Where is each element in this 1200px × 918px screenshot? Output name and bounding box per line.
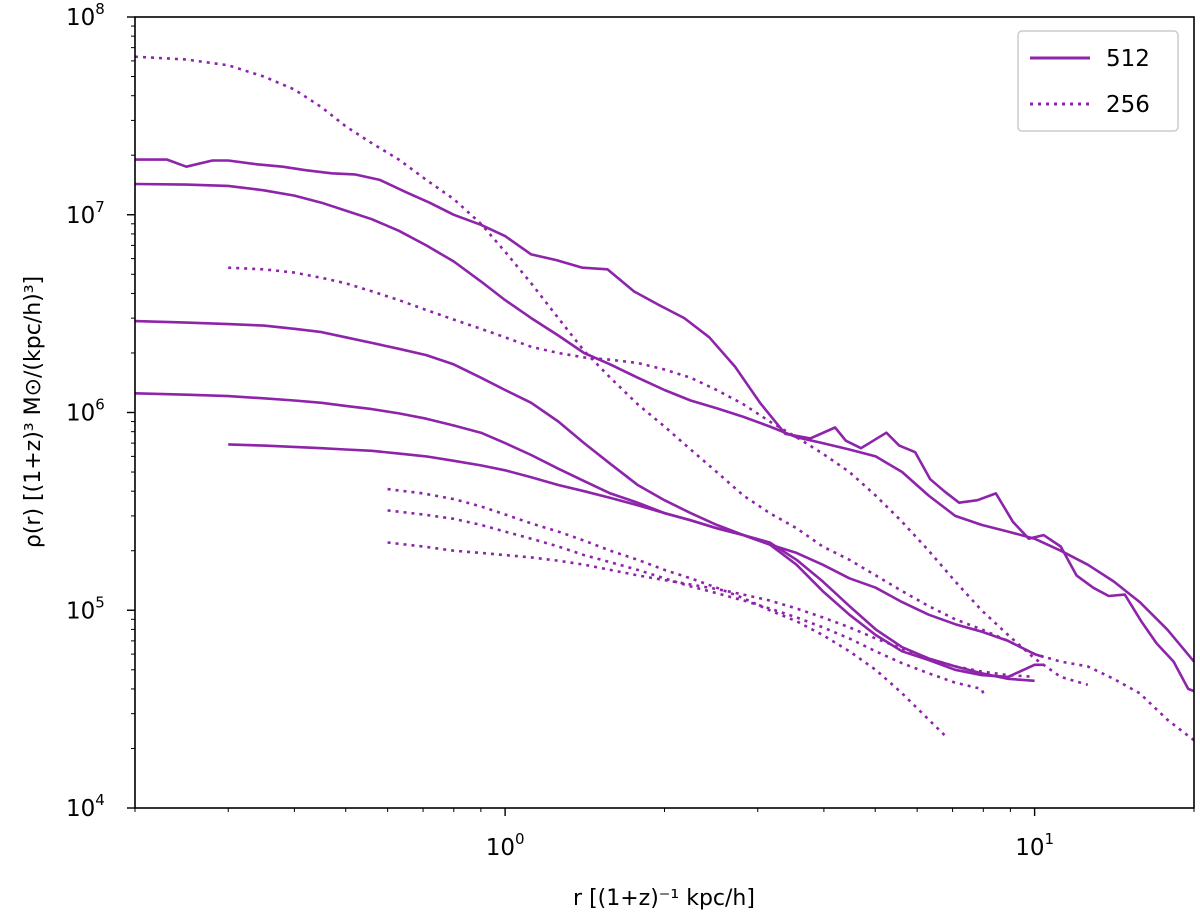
series-512-solid-line-2 xyxy=(135,319,1044,659)
x-tick-label: 101 xyxy=(1015,830,1054,861)
series-512-solid-line-3 xyxy=(135,392,1044,679)
y-tick-label: 108 xyxy=(66,0,105,31)
series-256-dotted-line-9 xyxy=(387,541,1035,679)
series-512-solid-line-1 xyxy=(135,182,1194,663)
legend-label-512: 512 xyxy=(1106,46,1150,72)
x-axis-label: r [(1+z)⁻¹ kpc/h] xyxy=(573,886,755,911)
series-256-dotted-line-6 xyxy=(228,266,1089,687)
y-tick-label: 105 xyxy=(66,593,105,624)
series-layer xyxy=(135,55,1194,742)
y-axis-label: ρ(r) [(1+z)³ M⊙/(kpc/h)³] xyxy=(21,276,46,548)
y-tick-label: 107 xyxy=(66,198,105,229)
y-tick-label: 106 xyxy=(66,396,105,427)
series-256-dotted-line-5 xyxy=(135,55,1194,742)
series-512-solid-line-4 xyxy=(228,443,1035,683)
y-tick-label: 104 xyxy=(66,791,105,822)
x-tick-label: 100 xyxy=(486,830,525,861)
plot-frame xyxy=(134,16,1195,809)
series-512-solid-line-0 xyxy=(135,158,1194,693)
series-256-dotted-line-8 xyxy=(387,509,985,694)
legend-label-256: 256 xyxy=(1106,92,1150,118)
legend: 512 256 xyxy=(1017,30,1179,132)
legend-frame xyxy=(1017,30,1179,132)
series-256-dotted-line-7 xyxy=(387,487,947,738)
